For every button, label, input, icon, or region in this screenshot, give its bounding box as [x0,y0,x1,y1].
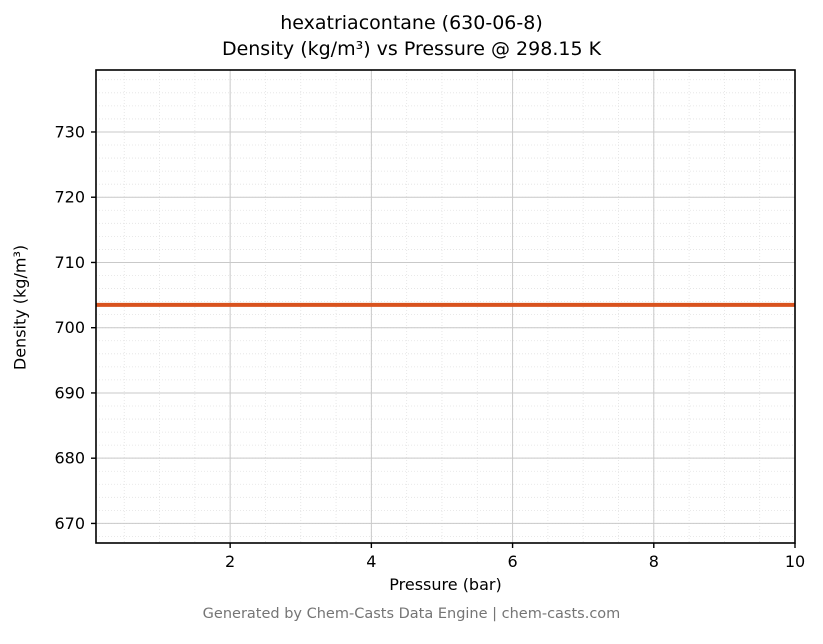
svg-text:680: 680 [54,449,85,468]
chart-title: hexatriacontane (630-06-8) [280,12,543,34]
svg-text:8: 8 [649,552,659,571]
svg-text:710: 710 [54,253,85,272]
svg-text:720: 720 [54,188,85,207]
svg-text:730: 730 [54,122,85,141]
y-axis-label: Density (kg/m³) [10,244,30,371]
svg-text:10: 10 [785,552,805,571]
x-axis-label: Pressure (bar) [389,575,502,594]
svg-text:690: 690 [54,383,85,402]
svg-text:2: 2 [225,552,235,571]
svg-text:670: 670 [54,514,85,533]
svg-text:4: 4 [366,552,376,571]
svg-text:6: 6 [507,552,517,571]
footer-credit: Generated by Chem-Casts Data Engine | ch… [202,606,621,622]
svg-text:700: 700 [54,318,85,337]
chart-subtitle: Density (kg/m³) vs Pressure @ 298.15 K [221,38,602,60]
